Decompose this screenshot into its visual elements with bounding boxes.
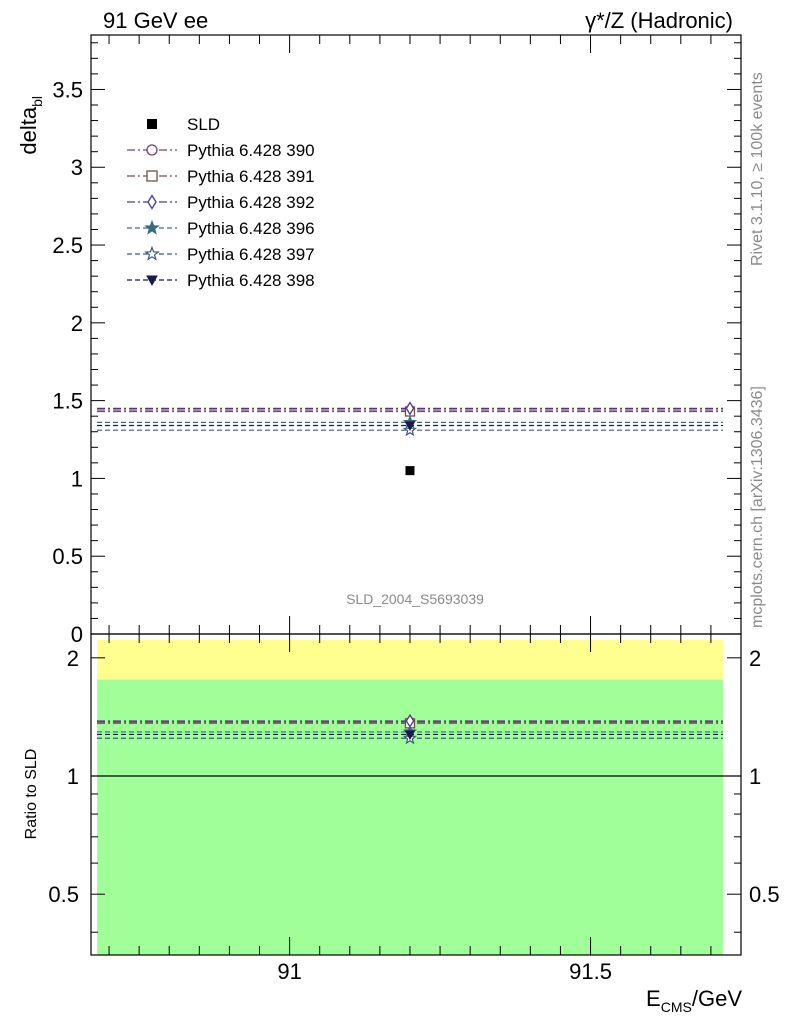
mcplots-label: mcplots.cern.ch [arXiv:1306.3436] xyxy=(749,386,766,628)
legend-item-data: SLD xyxy=(147,115,220,134)
main-y-tick-label: 3 xyxy=(71,155,83,180)
x-label-base: E xyxy=(646,986,661,1011)
main-y-tick-label: 2.5 xyxy=(52,233,83,258)
legend-item-5: Pythia 6.428 398 xyxy=(127,271,315,290)
x-tick-label: 91.5 xyxy=(569,959,612,984)
main-y-tick-label: 2 xyxy=(71,311,83,336)
ratio-y-tick-label: 1 xyxy=(67,764,79,789)
ratio-plot-area: 0.5 0.5 1 1 2 2 91 91.5 xyxy=(48,633,780,984)
legend-item-4: Pythia 6.428 397 xyxy=(127,245,315,264)
analysis-watermark: SLD_2004_S5693039 xyxy=(346,591,484,607)
ratio-y-tick-label: 2 xyxy=(67,646,79,671)
x-label-sub: CMS xyxy=(661,999,692,1015)
legend-item-2: Pythia 6.428 392 xyxy=(127,193,315,212)
main-series-marker-2 xyxy=(405,401,415,416)
legend-label-3: Pythia 6.428 396 xyxy=(187,219,315,238)
legend-label-4: Pythia 6.428 397 xyxy=(187,245,315,264)
ratio-frame xyxy=(90,633,742,956)
ratio-series-marker-5 xyxy=(404,730,416,740)
legend-item-1: Pythia 6.428 391 xyxy=(127,167,315,186)
main-y-tick-label: 1 xyxy=(71,466,83,491)
legend-item-3: Pythia 6.428 396 xyxy=(127,219,315,238)
legend-label-1: Pythia 6.428 391 xyxy=(187,167,315,186)
main-y-tick-label: 0 xyxy=(71,622,83,647)
legend-marker-data xyxy=(147,119,157,129)
legend-label-5: Pythia 6.428 398 xyxy=(187,271,315,290)
legend-marker-4 xyxy=(144,245,160,261)
main-y-axis-label: deltabl xyxy=(16,96,45,155)
main-plot-area: 0 0.5 1 1.5 2 2.5 3 3.5 xyxy=(52,34,742,647)
legend-label-2: Pythia 6.428 392 xyxy=(187,193,315,212)
legend-item-0: Pythia 6.428 390 xyxy=(127,141,315,160)
x-label-rest: /GeV xyxy=(692,986,742,1011)
legend-marker-1 xyxy=(146,170,158,182)
main-y-tick-label: 3.5 xyxy=(52,77,83,102)
legend-label-data: SLD xyxy=(187,115,220,134)
main-y-label-sub: bl xyxy=(29,96,45,107)
ratio-y-tick-label-right: 2 xyxy=(749,646,761,671)
legend-marker-5 xyxy=(146,275,158,287)
ratio-y-tick-label-right: 0.5 xyxy=(749,882,780,907)
main-series-marker-5 xyxy=(404,421,416,432)
main-y-label-base: delta xyxy=(16,106,41,154)
main-y-tick-label: 0.5 xyxy=(52,544,83,569)
x-tick-label: 91 xyxy=(277,959,301,984)
legend-marker-0 xyxy=(146,144,158,156)
ratio-bands xyxy=(97,640,723,955)
ratio-y-tick-label: 0.5 xyxy=(48,882,79,907)
legend-marker-2 xyxy=(147,194,157,210)
header-right: γ*/Z (Hadronic) xyxy=(585,8,733,33)
legend: SLD Pythia 6.428 390 Pythia 6.428 391 Pythi… xyxy=(127,115,315,290)
main-data-point xyxy=(405,466,415,476)
ratio-y-tick-label-right: 1 xyxy=(749,764,761,789)
legend-label-0: Pythia 6.428 390 xyxy=(187,141,315,160)
main-y-tick-label: 1.5 xyxy=(52,389,83,414)
header-left: 91 GeV ee xyxy=(103,8,208,33)
legend-marker-3 xyxy=(144,219,160,235)
rivet-label: Rivet 3.1.10, ≥ 100k events xyxy=(749,72,766,266)
x-axis-label: ECMS/GeV xyxy=(646,986,742,1015)
ratio-y-axis-label: Ratio to SLD xyxy=(23,749,40,840)
